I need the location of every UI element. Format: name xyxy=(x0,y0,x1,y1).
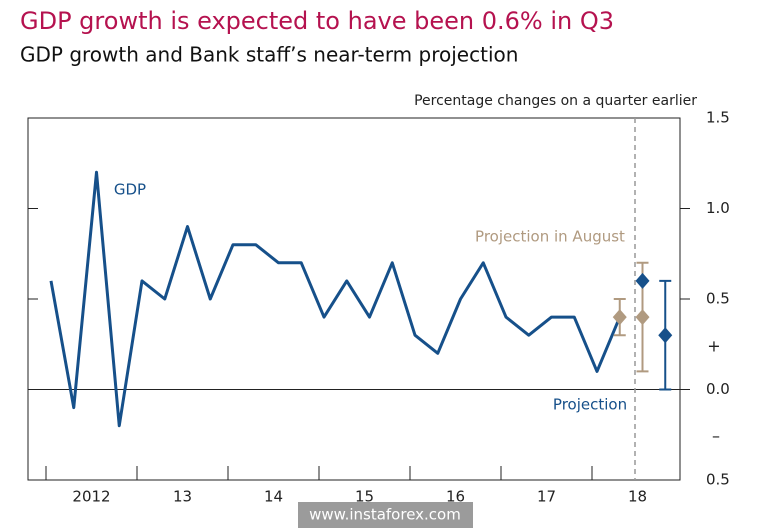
y-tick-label: 0.0 xyxy=(706,380,730,398)
x-tick-label: 15 xyxy=(355,488,374,506)
series-label: Projection xyxy=(553,396,627,414)
y-tick-label: 1.0 xyxy=(706,199,730,217)
projection-marker xyxy=(635,309,650,326)
watermark: www.instaforex.com xyxy=(309,506,461,524)
x-tick-label: 2012 xyxy=(72,488,110,506)
projection-marker xyxy=(635,272,650,289)
y-tick-label: 0.5 xyxy=(706,290,730,308)
sign-label: + xyxy=(707,337,720,356)
x-tick-label: 14 xyxy=(264,488,283,506)
watermark-box xyxy=(298,502,473,528)
projection-marker xyxy=(612,309,627,326)
projection-marker xyxy=(658,327,673,344)
y-axis-label: Percentage changes on a quarter earlier xyxy=(414,93,697,109)
chart-subtitle: GDP growth and Bank staff’s near-term pr… xyxy=(20,43,518,67)
chart-title: GDP growth is expected to have been 0.6%… xyxy=(20,7,614,35)
series-label: GDP xyxy=(114,181,146,199)
x-tick-label: 18 xyxy=(628,488,647,506)
plot-frame xyxy=(27,117,681,481)
x-tick-label: 17 xyxy=(537,488,556,506)
y-tick-label: 0.5 xyxy=(706,471,730,489)
y-tick-label: 1.5 xyxy=(706,109,730,127)
sign-label: – xyxy=(712,427,720,446)
series-label: Projection in August xyxy=(475,228,625,246)
x-tick-label: 16 xyxy=(446,488,465,506)
gdp-line xyxy=(49,170,622,428)
x-tick-label: 13 xyxy=(173,488,192,506)
